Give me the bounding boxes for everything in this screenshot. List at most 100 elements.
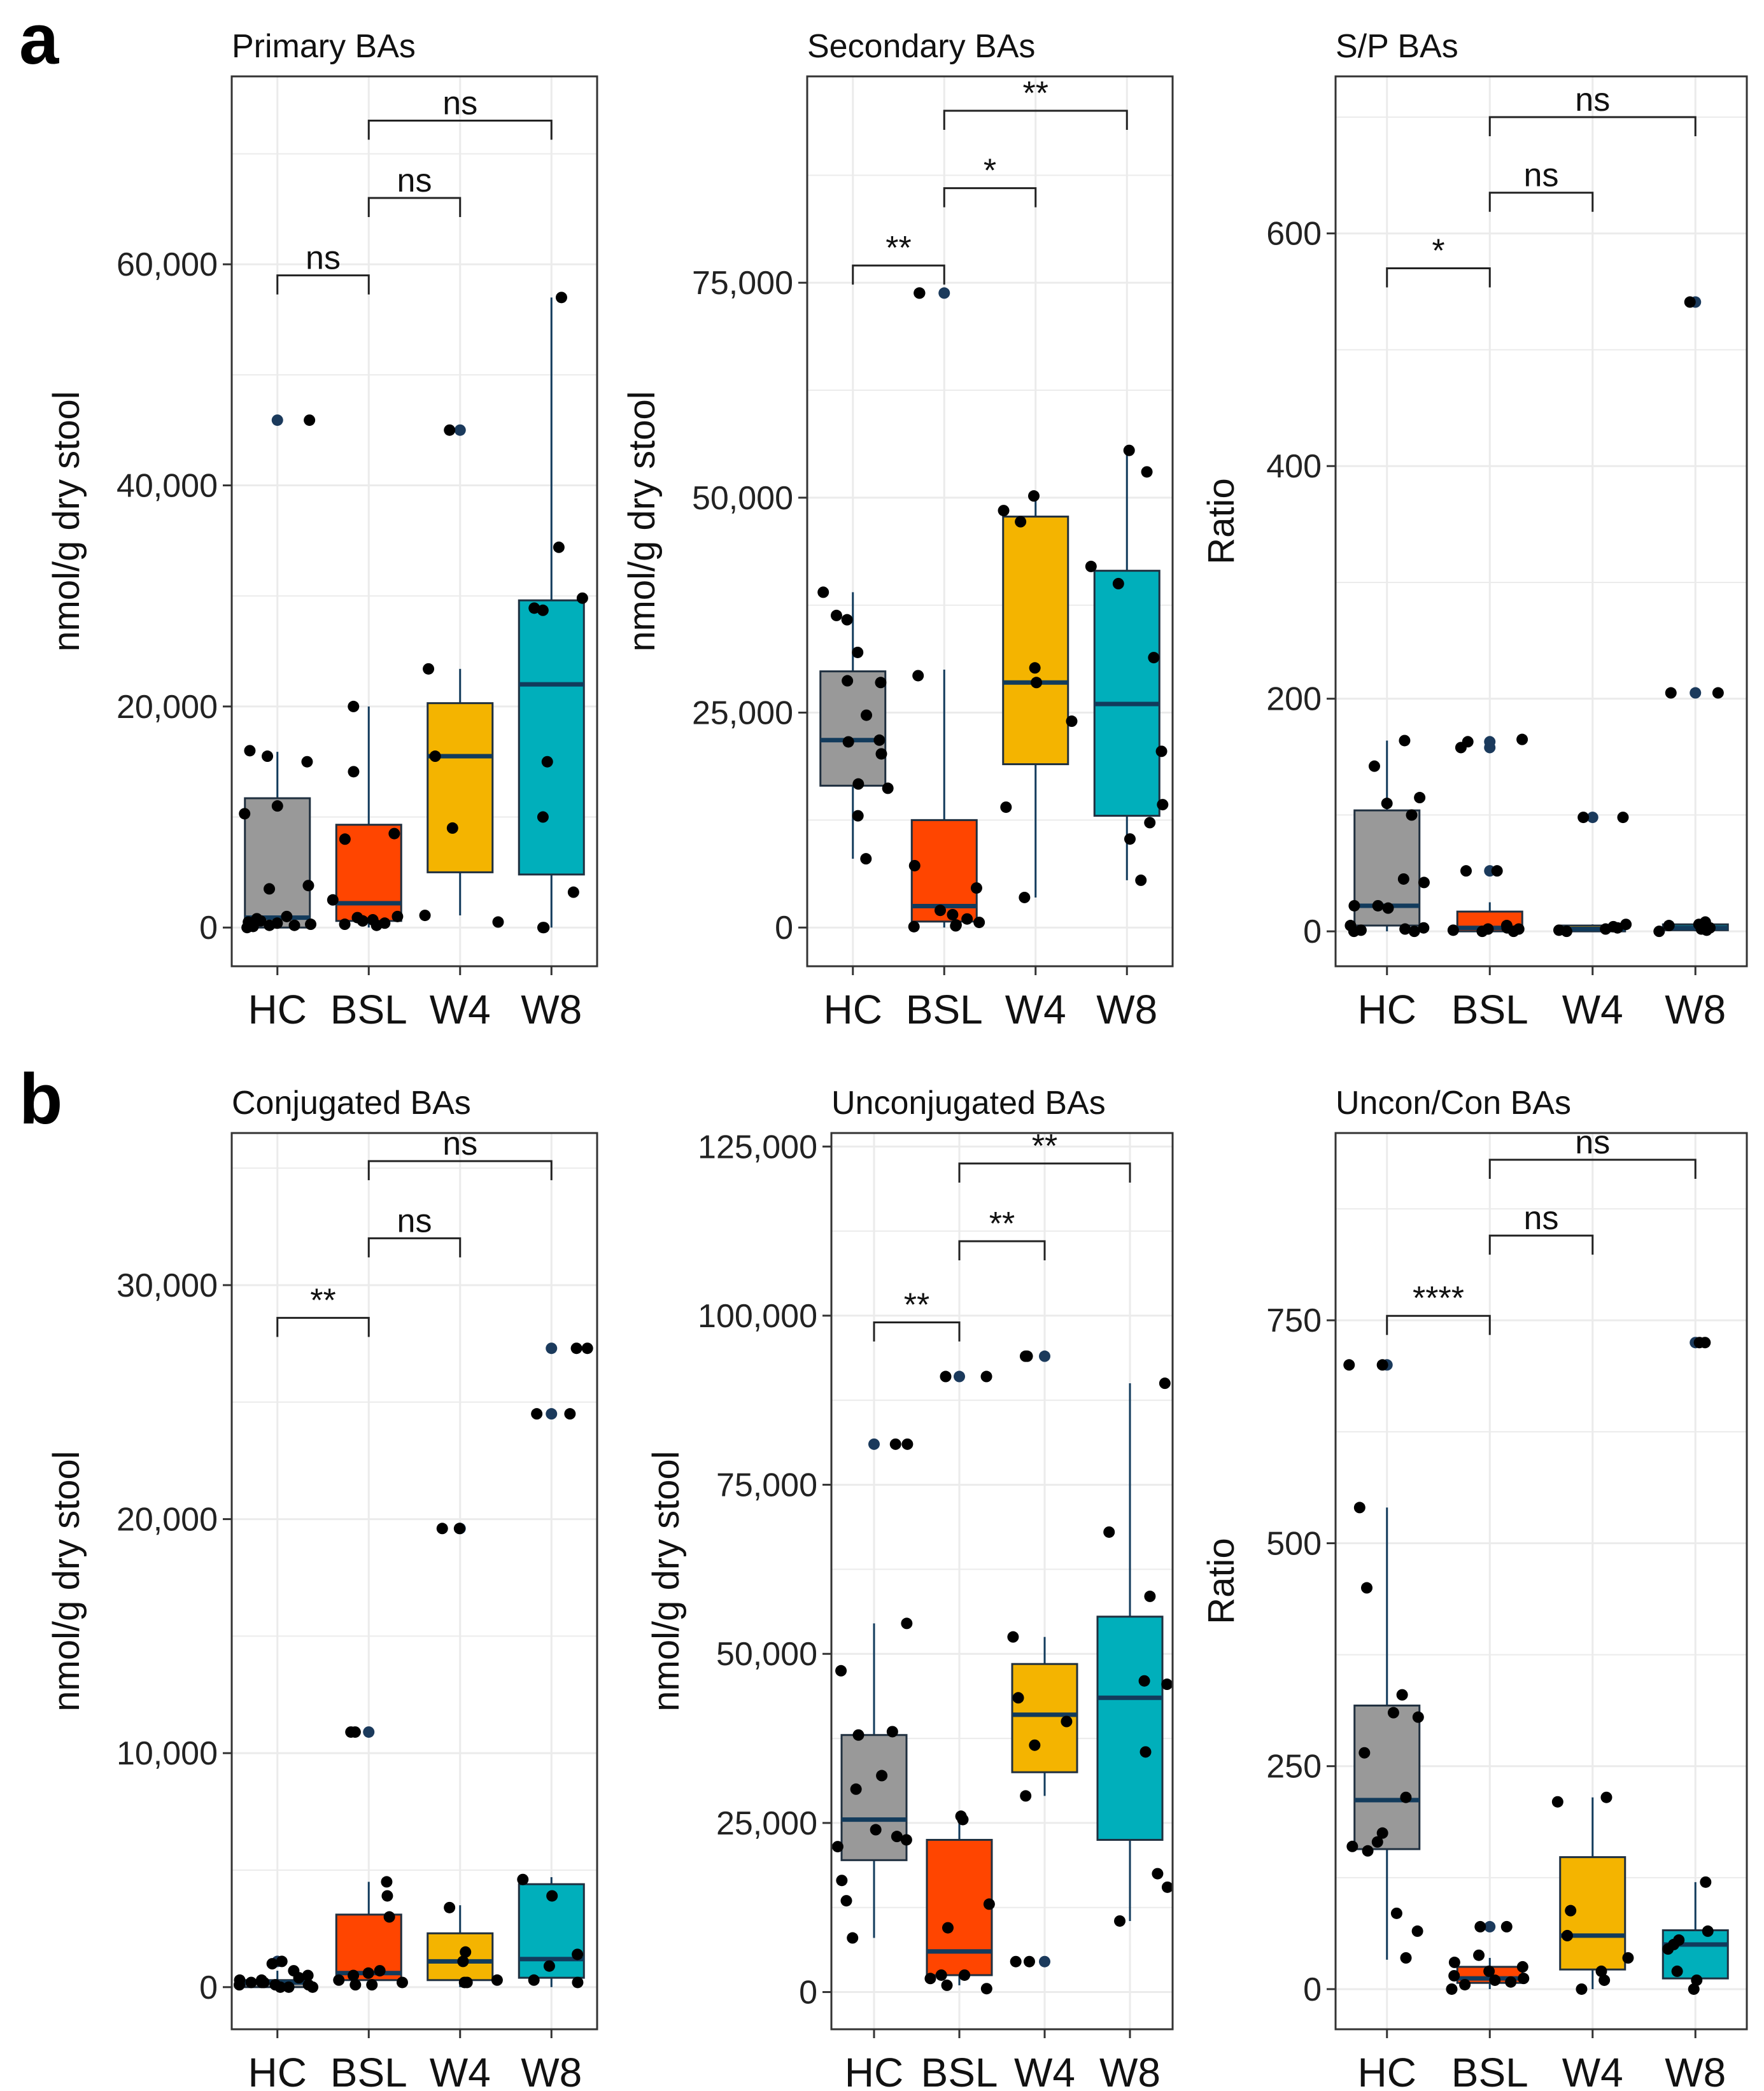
data-point	[860, 853, 872, 865]
data-point	[852, 810, 864, 822]
data-point	[1474, 1920, 1486, 1933]
plot-border	[806, 75, 1174, 968]
data-point	[1418, 877, 1430, 889]
data-point	[870, 1824, 882, 1836]
significance-bracket	[958, 1240, 1046, 1261]
significance-label: ns	[1575, 1124, 1610, 1161]
data-point	[1010, 1955, 1022, 1968]
data-point	[886, 1726, 898, 1738]
data-point	[830, 609, 842, 621]
significance-label: **	[989, 1206, 1015, 1243]
y-axis-label: Ratio	[1201, 1538, 1242, 1624]
significance-bracket	[1386, 1314, 1491, 1335]
data-point	[392, 910, 404, 922]
data-point	[876, 1770, 888, 1782]
data-point	[1387, 1707, 1399, 1719]
data-point	[366, 1979, 378, 1991]
chart-3: * ns ns 0 200 400 600 HC BSL W4 W8 S/P BAs Ratio	[1201, 28, 1748, 1032]
data-point	[453, 1523, 465, 1535]
significance-label: *	[1432, 233, 1444, 270]
x-tick-label-w4: W4	[1562, 2050, 1623, 2091]
data-point	[1343, 1359, 1355, 1371]
x-tick-label-hc: HC	[1358, 2050, 1416, 2091]
data-point	[1023, 1955, 1035, 1968]
data-point	[1505, 1976, 1517, 1988]
outlier-point	[546, 1408, 558, 1420]
data-point	[1476, 926, 1488, 938]
outlier-point	[546, 1342, 558, 1355]
box-w4	[1002, 516, 1069, 766]
data-point	[1595, 1965, 1607, 1977]
data-point	[1368, 760, 1380, 772]
y-axis-label: nmol/g dry stool	[46, 1451, 87, 1711]
chart-title: Uncon/Con BAs	[1336, 1085, 1571, 1122]
plot-background	[831, 1133, 1173, 2029]
significance-bracket	[367, 1160, 553, 1181]
data-point	[1611, 922, 1623, 934]
data-point	[998, 505, 1010, 517]
data-point	[1565, 1904, 1577, 1917]
data-point	[1702, 1925, 1714, 1937]
data-point	[348, 766, 360, 778]
data-point	[301, 756, 313, 768]
data-point	[564, 1408, 576, 1420]
data-point	[348, 700, 360, 712]
significance-label: *	[984, 153, 996, 190]
significance-label: **	[1023, 75, 1048, 112]
y-tick-label: 20,000	[116, 689, 218, 726]
data-point	[1418, 922, 1430, 934]
outlier-point	[454, 424, 466, 436]
x-tick-label-w8: W8	[521, 987, 582, 1032]
data-point	[957, 1813, 969, 1826]
box-hc	[244, 797, 311, 929]
data-point	[852, 778, 864, 790]
data-point	[852, 1729, 864, 1741]
data-point	[1693, 1337, 1705, 1349]
significance-bracket	[276, 274, 370, 295]
data-point	[234, 1979, 246, 1991]
data-point	[423, 663, 435, 675]
box-hc	[819, 670, 887, 787]
x-tick-label-w8: W8	[521, 2050, 582, 2091]
data-point	[1617, 812, 1629, 824]
data-point	[1448, 1969, 1460, 1982]
data-point	[1376, 1827, 1388, 1839]
data-point	[1551, 1796, 1563, 1808]
data-point	[1400, 1791, 1412, 1803]
y-tick-label: 0	[1303, 1971, 1322, 2008]
data-point	[1114, 1915, 1126, 1927]
x-tick-label-hc: HC	[845, 2050, 903, 2091]
data-point	[349, 1979, 362, 1991]
data-point	[241, 922, 253, 934]
data-point	[850, 1783, 862, 1795]
chart-1: ns ns ns 0 20,000 40,000 60,000 HC BSL W4 W8 Primar…	[46, 28, 598, 1032]
data-point	[1400, 1952, 1412, 1964]
x-tick-label-w8: W8	[1099, 2050, 1161, 2091]
y-tick-label: 0	[1303, 913, 1322, 950]
data-point	[1399, 735, 1411, 747]
data-point	[396, 1976, 408, 1989]
chart-6: **** ns ns 0 250 500 750 HC BSL W4 W8 Uncon/Con BAs…	[1201, 1085, 1748, 2091]
data-point	[970, 882, 982, 894]
data-point	[836, 1875, 848, 1887]
data-point	[1671, 1965, 1683, 1977]
data-point	[875, 748, 887, 760]
panel-letter-b: b	[19, 1059, 62, 1139]
data-point	[553, 541, 565, 553]
data-point	[940, 1370, 952, 1383]
data-point	[1135, 874, 1147, 886]
data-point	[1348, 926, 1360, 938]
y-tick-label: 100,000	[698, 1298, 817, 1335]
data-point	[362, 1967, 374, 1979]
data-point	[1103, 1526, 1115, 1538]
data-point	[1152, 1868, 1164, 1880]
data-point	[572, 1948, 584, 1961]
data-point	[1361, 1582, 1373, 1594]
significance-bracket	[276, 1316, 370, 1337]
data-point	[570, 1342, 582, 1355]
significance-bracket	[943, 187, 1037, 208]
data-point	[817, 586, 829, 598]
data-point	[1684, 296, 1696, 308]
data-point	[882, 782, 894, 794]
y-axis-label: nmol/g dry stool	[646, 1451, 687, 1711]
